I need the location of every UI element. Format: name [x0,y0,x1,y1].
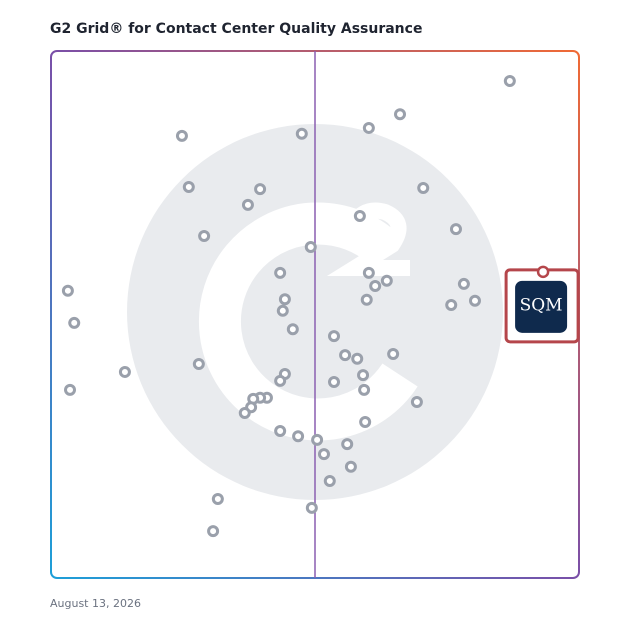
product-point [387,348,400,361]
product-point [274,374,287,387]
product-point [357,369,370,382]
product-point [292,430,305,443]
product-point [362,121,375,134]
product-point [351,352,364,365]
product-point [328,330,341,343]
product-point [369,280,382,293]
product-point [468,294,481,307]
product-point [360,293,373,306]
product-point [457,277,470,290]
product-point [503,75,516,88]
product-point [344,460,357,473]
product-point [359,416,372,429]
date: August 13, 2026 [50,597,141,610]
product-point [311,433,324,446]
highlight-label: SQM [520,295,563,315]
product-point [211,492,224,505]
product-point [274,424,287,437]
chart-title: G2 Grid® for Contact Center Quality Assu… [50,21,422,37]
product-point [276,304,289,317]
product-point [304,241,317,254]
product-point [118,365,131,378]
highlight-logo [515,280,568,333]
product-point [286,323,299,336]
product-point [417,182,430,195]
product-point [274,266,287,279]
product-point [68,316,81,329]
product-point [238,407,251,420]
product-point [394,108,407,121]
product-point [241,198,254,211]
product-point [192,358,205,371]
product-point [445,299,458,312]
product-point [317,448,330,461]
product-point [175,129,188,142]
product-point [278,293,291,306]
product-point [410,395,423,408]
product-point [449,223,462,236]
product-point [198,229,211,242]
product-point [328,375,341,388]
product-point [61,284,74,297]
product-point [182,180,195,193]
product-point [358,383,371,396]
product-point [380,274,393,287]
product-point [339,349,352,362]
product-point [64,383,77,396]
product-point [295,127,308,140]
product-point [323,475,336,488]
product-point [353,209,366,222]
product-point [341,438,354,451]
product-point [305,501,318,514]
highlight-point [536,265,550,279]
product-point [254,183,267,196]
product-point [362,266,375,279]
product-point [207,525,220,538]
